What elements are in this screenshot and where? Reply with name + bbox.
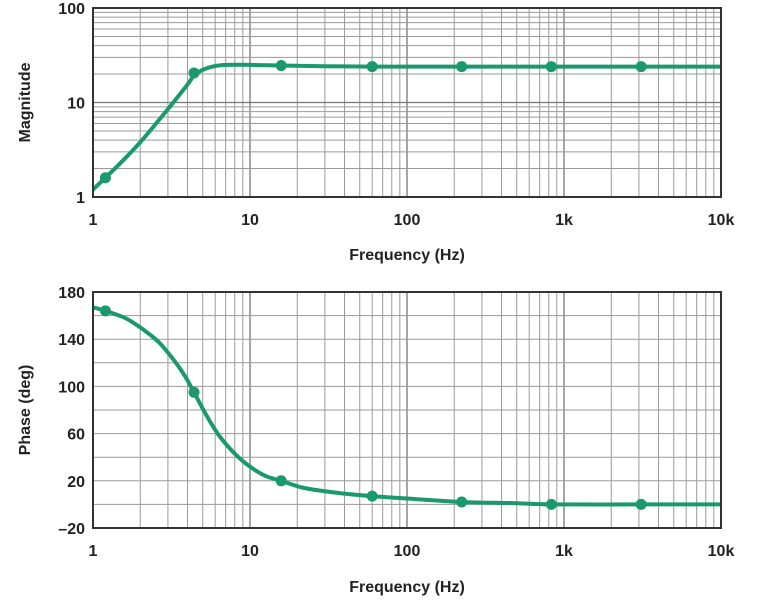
phase-data-point bbox=[635, 498, 647, 510]
magnitude-data-point bbox=[545, 61, 557, 73]
phase-curve-layer bbox=[93, 305, 721, 507]
magnitude-x-tick-label: 100 bbox=[394, 212, 421, 229]
magnitude-y-axis-label: Magnitude bbox=[17, 62, 34, 142]
magnitude-chart: 1 10 100 1k 10k 1 10 100 Frequency (Hz) Magnit… bbox=[17, 1, 734, 264]
magnitude-x-tick-label: 10 bbox=[241, 212, 259, 229]
phase-series-line bbox=[93, 305, 721, 507]
magnitude-data-point bbox=[366, 61, 378, 73]
phase-data-point bbox=[275, 475, 287, 487]
magnitude-x-tick-labels: 1 10 100 1k 10k bbox=[89, 212, 735, 229]
magnitude-y-tick-label: 1 bbox=[76, 190, 85, 207]
phase-data-point bbox=[545, 498, 557, 510]
magnitude-y-tick-label: 10 bbox=[67, 96, 85, 113]
magnitude-grid bbox=[93, 8, 721, 197]
phase-data-point bbox=[99, 305, 111, 317]
phase-y-axis-label: Phase (deg) bbox=[17, 365, 34, 456]
magnitude-data-point bbox=[635, 61, 647, 73]
phase-x-tick-labels: 1 10 100 1k 10k bbox=[89, 543, 735, 560]
magnitude-x-axis-label: Frequency (Hz) bbox=[349, 247, 465, 264]
magnitude-data-point bbox=[456, 61, 468, 73]
phase-data-point bbox=[188, 386, 200, 398]
phase-y-tick-label: 180 bbox=[58, 285, 85, 302]
magnitude-x-tick-label: 1 bbox=[89, 212, 98, 229]
phase-x-tick-label: 10k bbox=[708, 543, 735, 560]
magnitude-markers bbox=[99, 60, 647, 184]
magnitude-x-tick-label: 1k bbox=[555, 212, 573, 229]
magnitude-plot-frame bbox=[92, 7, 722, 198]
magnitude-data-point bbox=[99, 172, 111, 184]
phase-markers bbox=[99, 305, 647, 510]
phase-x-tick-label: 10 bbox=[241, 543, 259, 560]
phase-x-tick-label: 1 bbox=[89, 543, 98, 560]
phase-y-tick-label: 60 bbox=[67, 427, 85, 444]
magnitude-data-point bbox=[188, 67, 200, 79]
phase-grid bbox=[93, 292, 721, 528]
phase-x-tick-label: 1k bbox=[555, 543, 573, 560]
phase-data-point bbox=[366, 490, 378, 502]
phase-y-tick-label: 140 bbox=[58, 332, 85, 349]
magnitude-y-tick-label: 100 bbox=[58, 1, 85, 18]
phase-y-tick-label: 20 bbox=[67, 474, 85, 491]
phase-x-tick-label: 100 bbox=[394, 543, 421, 560]
phase-x-axis-label: Frequency (Hz) bbox=[349, 579, 465, 596]
phase-y-tick-label: –20 bbox=[58, 521, 85, 538]
phase-plot-frame bbox=[92, 291, 722, 529]
magnitude-data-point bbox=[275, 60, 287, 72]
phase-chart: 1 10 100 1k 10k 180 140 100 60 20 –20 Frequency (… bbox=[17, 285, 734, 596]
phase-y-tick-labels: 180 140 100 60 20 –20 bbox=[58, 285, 85, 538]
phase-y-tick-label: 100 bbox=[58, 379, 85, 396]
magnitude-x-tick-label: 10k bbox=[708, 212, 735, 229]
magnitude-y-tick-labels: 1 10 100 bbox=[58, 1, 85, 207]
phase-data-point bbox=[456, 496, 468, 508]
